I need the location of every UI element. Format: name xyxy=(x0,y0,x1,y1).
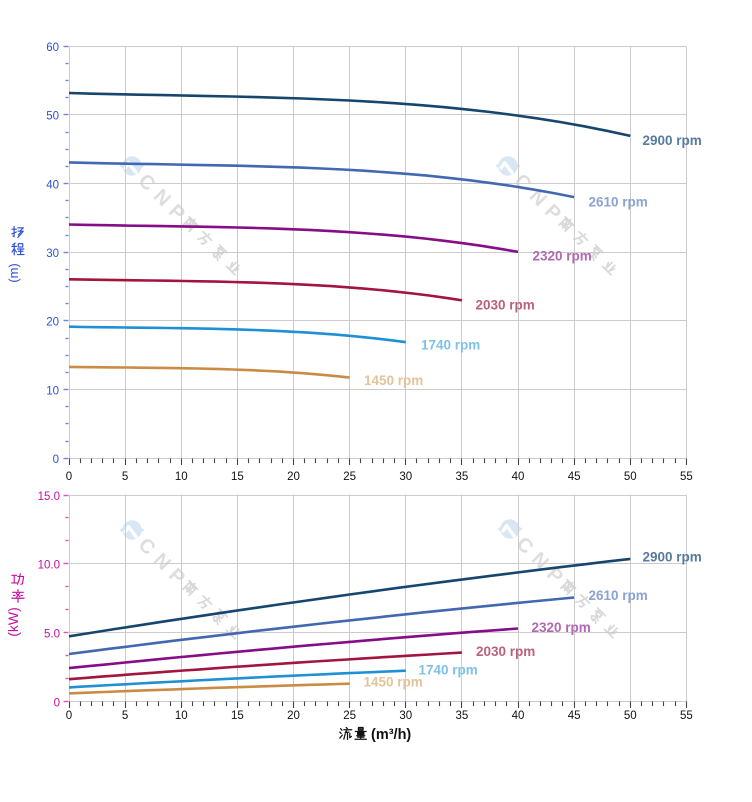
svg-text:10.0: 10.0 xyxy=(38,560,60,572)
svg-text:30: 30 xyxy=(399,710,412,722)
svg-text:(m): (m) xyxy=(6,263,21,283)
svg-text:2900 rpm: 2900 rpm xyxy=(643,550,702,565)
svg-text:30: 30 xyxy=(46,248,59,260)
svg-text:1450 rpm: 1450 rpm xyxy=(364,675,423,690)
svg-text:2320 rpm: 2320 rpm xyxy=(533,249,592,264)
svg-text:2320 rpm: 2320 rpm xyxy=(532,620,591,635)
svg-text:50: 50 xyxy=(624,710,637,722)
svg-text:10: 10 xyxy=(175,710,188,722)
svg-text:30: 30 xyxy=(399,471,412,483)
svg-text:0: 0 xyxy=(54,697,60,709)
svg-text:0: 0 xyxy=(66,471,72,483)
svg-text:50: 50 xyxy=(624,471,637,483)
svg-text:15: 15 xyxy=(231,471,244,483)
svg-text:40: 40 xyxy=(46,179,59,191)
svg-text:55: 55 xyxy=(680,710,693,722)
svg-text:0: 0 xyxy=(53,454,59,466)
svg-text:45: 45 xyxy=(568,710,581,722)
svg-text:10: 10 xyxy=(175,471,188,483)
svg-text:1740 rpm: 1740 rpm xyxy=(419,663,478,678)
svg-text:5: 5 xyxy=(122,710,128,722)
svg-text:1740 rpm: 1740 rpm xyxy=(421,338,480,353)
svg-text:40: 40 xyxy=(512,471,525,483)
svg-text:35: 35 xyxy=(456,710,469,722)
svg-text:2030 rpm: 2030 rpm xyxy=(476,644,535,659)
svg-text:55: 55 xyxy=(680,471,693,483)
svg-text:2610 rpm: 2610 rpm xyxy=(589,588,648,603)
svg-text:15: 15 xyxy=(231,710,244,722)
svg-text:35: 35 xyxy=(456,471,469,483)
svg-text:20: 20 xyxy=(46,317,59,329)
svg-text:2610 rpm: 2610 rpm xyxy=(589,195,648,210)
svg-text:10: 10 xyxy=(46,385,59,397)
svg-text:5.0: 5.0 xyxy=(44,629,60,641)
svg-text:5: 5 xyxy=(122,471,128,483)
svg-text:(kW): (kW) xyxy=(5,607,21,637)
svg-text:25: 25 xyxy=(343,710,356,722)
svg-text:2900 rpm: 2900 rpm xyxy=(643,133,702,148)
svg-text:(m³/h): (m³/h) xyxy=(371,727,411,743)
svg-text:45: 45 xyxy=(568,471,581,483)
svg-text:40: 40 xyxy=(512,710,525,722)
svg-text:0: 0 xyxy=(66,710,72,722)
svg-text:20: 20 xyxy=(287,471,300,483)
svg-text:15.0: 15.0 xyxy=(38,491,60,503)
svg-text:20: 20 xyxy=(287,710,300,722)
svg-text:25: 25 xyxy=(343,471,356,483)
svg-text:60: 60 xyxy=(46,42,59,54)
svg-text:1450 rpm: 1450 rpm xyxy=(364,373,423,388)
svg-text:2030 rpm: 2030 rpm xyxy=(476,298,535,313)
svg-text:50: 50 xyxy=(46,111,59,123)
